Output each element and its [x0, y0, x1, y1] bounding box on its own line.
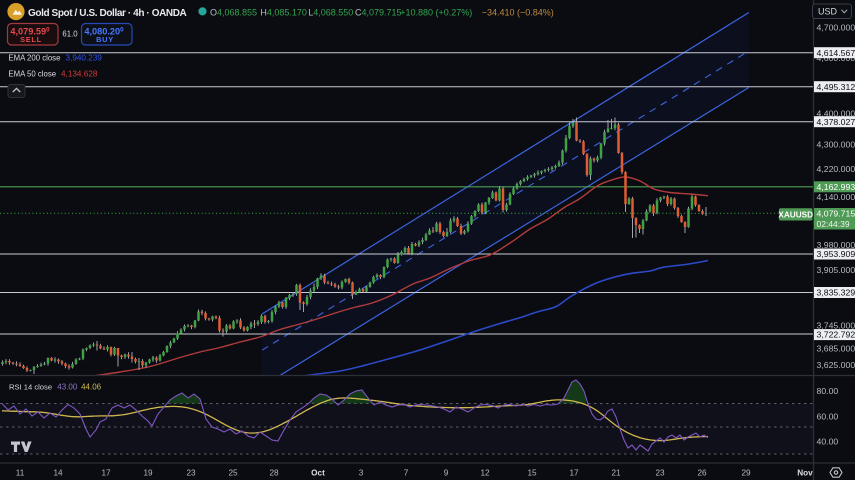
svg-text:XAUUSD: XAUUSD [778, 210, 813, 219]
svg-text:9: 9 [444, 468, 449, 477]
svg-text:23: 23 [186, 468, 196, 477]
svg-text:12: 12 [480, 468, 490, 477]
svg-text:40.00: 40.00 [817, 437, 839, 447]
svg-text:15: 15 [527, 468, 537, 477]
svg-text:4,140.000: 4,140.000 [817, 192, 855, 202]
svg-text:60.00: 60.00 [817, 412, 839, 422]
svg-text:3,745.000: 3,745.000 [817, 321, 855, 331]
svg-text:4,614.567: 4,614.567 [817, 48, 855, 58]
svg-text:Nov: Nov [797, 468, 813, 477]
svg-text:11: 11 [16, 468, 25, 477]
svg-text:4,700.000: 4,700.000 [817, 22, 855, 32]
svg-text:3,625.000: 3,625.000 [817, 360, 855, 370]
svg-text:Oct: Oct [311, 468, 325, 477]
svg-text:4,400.000: 4,400.000 [817, 108, 855, 118]
svg-text:4,220.000: 4,220.000 [817, 164, 855, 174]
svg-text:3,905.000: 3,905.000 [817, 265, 855, 275]
svg-text:21: 21 [611, 468, 621, 477]
svg-text:4,079.590: 4,079.590 [10, 26, 50, 36]
svg-text:17: 17 [101, 468, 111, 477]
svg-text:4,378.027: 4,378.027 [817, 117, 855, 127]
svg-text:4,300.000: 4,300.000 [817, 139, 855, 149]
svg-text:SELL: SELL [20, 35, 42, 44]
svg-text:3,953.909: 3,953.909 [817, 249, 855, 259]
svg-text:61.0: 61.0 [62, 30, 78, 39]
svg-text:3,980.000: 3,980.000 [817, 240, 855, 250]
svg-text:80.00: 80.00 [817, 386, 839, 396]
svg-text:29: 29 [741, 468, 751, 477]
svg-text:4,079.715: 4,079.715 [817, 209, 855, 219]
svg-text:Gold Spot / U.S. Dollar · 4h ·: Gold Spot / U.S. Dollar · 4h · OANDA [28, 8, 187, 19]
svg-text:4,495.312: 4,495.312 [817, 82, 855, 92]
svg-text:14: 14 [53, 468, 63, 477]
svg-text:3: 3 [359, 468, 364, 477]
svg-text:26: 26 [697, 468, 707, 477]
svg-text:17: 17 [569, 468, 579, 477]
svg-text:4,162.993: 4,162.993 [817, 182, 855, 192]
svg-text:4,080.200: 4,080.200 [84, 26, 124, 36]
svg-text:7: 7 [404, 468, 409, 477]
svg-text:3,722.792: 3,722.792 [817, 330, 855, 340]
svg-text:28: 28 [269, 468, 279, 477]
svg-text:23: 23 [655, 468, 665, 477]
svg-text:3,835.329: 3,835.329 [817, 288, 855, 298]
svg-text:02:44:39: 02:44:39 [817, 219, 850, 229]
svg-text:USD: USD [818, 6, 838, 16]
svg-text:19: 19 [143, 468, 153, 477]
svg-text:25: 25 [228, 468, 238, 477]
svg-text:BUY: BUY [96, 35, 114, 44]
svg-text:3,685.000: 3,685.000 [817, 343, 855, 353]
